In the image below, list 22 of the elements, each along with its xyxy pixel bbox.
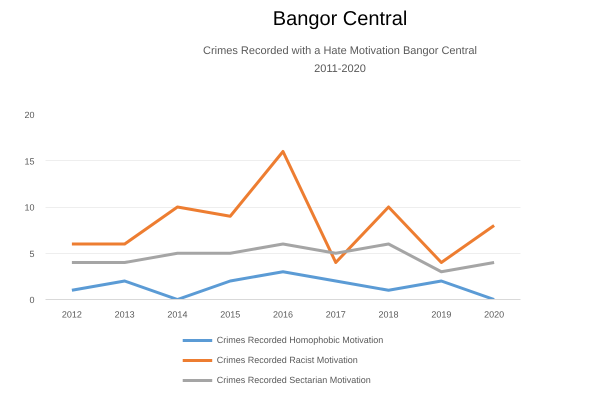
x-tick-label: 2014 (167, 310, 188, 320)
x-tick-label: 2015 (220, 310, 240, 320)
y-tick-label: 5 (29, 248, 35, 259)
chart-title: Bangor Central (272, 7, 408, 32)
line-series (70, 270, 496, 300)
line-series (70, 150, 496, 264)
chart-subtitle: Crimes Recorded with a Hate Motivation Bangor Central 2011-2020 (203, 44, 477, 77)
y-tick-label: 15 (24, 156, 35, 166)
y-tick-label: 10 (24, 202, 35, 212)
legend-label: Crimes Recorded Sectarian Motivation (216, 374, 371, 386)
legend-label: Crimes Recorded Racist Motivation (216, 354, 358, 366)
y-tick-label: 20 (24, 110, 35, 120)
x-tick-label: 2018 (378, 310, 399, 320)
x-tick-label: 2017 (326, 310, 346, 320)
x-tick-label: 2013 (114, 310, 135, 320)
y-tick-label: 0 (29, 295, 35, 305)
x-tick-label: 2019 (431, 310, 452, 320)
legend-label: Crimes Recorded Homophobic Motivation (216, 334, 384, 346)
line-series (70, 242, 496, 274)
x-tick-label: 2012 (62, 310, 82, 320)
x-tick-label: 2020 (484, 310, 504, 320)
x-tick-label: 2016 (272, 310, 294, 320)
